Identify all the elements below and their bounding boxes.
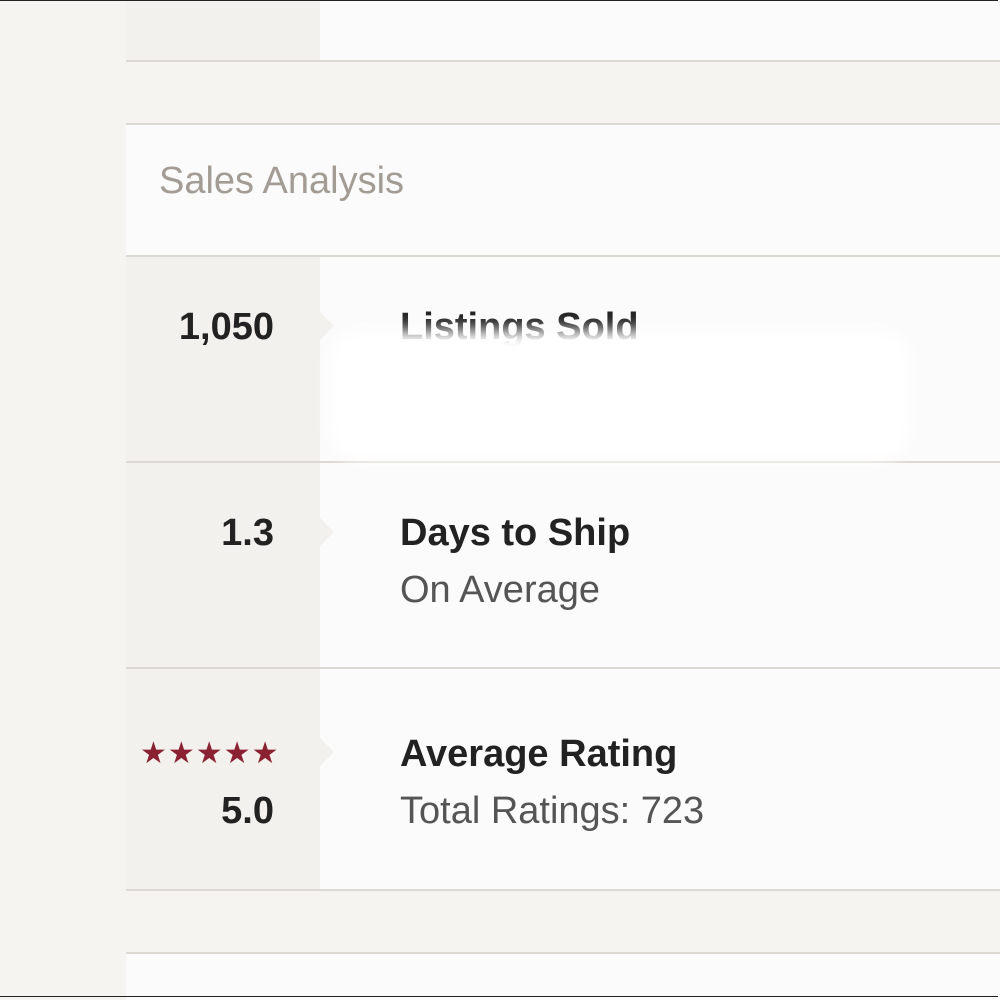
next-section (126, 954, 1000, 1000)
top-left-cell (126, 0, 320, 60)
top-cell (320, 0, 1000, 60)
divider (126, 123, 1000, 125)
arrow (320, 518, 334, 546)
value-column (126, 257, 320, 890)
divider (126, 667, 1000, 669)
stat-sublabel: On Average (400, 569, 601, 611)
stat-sublabel: Total Ratings: 723 (400, 790, 705, 832)
arrow (320, 738, 334, 766)
section-title: Sales Analysis (159, 160, 405, 202)
stat-label: Average Rating (400, 733, 678, 775)
divider (126, 889, 1000, 891)
redacted (330, 330, 910, 460)
rating-stars: ★★★★★ (140, 737, 280, 770)
stat-value: 5.0 (221, 790, 274, 832)
stat-value: 1.3 (221, 512, 274, 554)
section-header (126, 125, 1000, 255)
divider (126, 60, 1000, 62)
divider (126, 461, 1000, 463)
divider (126, 255, 1000, 257)
divider (126, 952, 1000, 954)
stat-label: Days to Ship (400, 512, 631, 554)
arrow (320, 312, 334, 340)
stat-value: 1,050 (178, 306, 274, 348)
